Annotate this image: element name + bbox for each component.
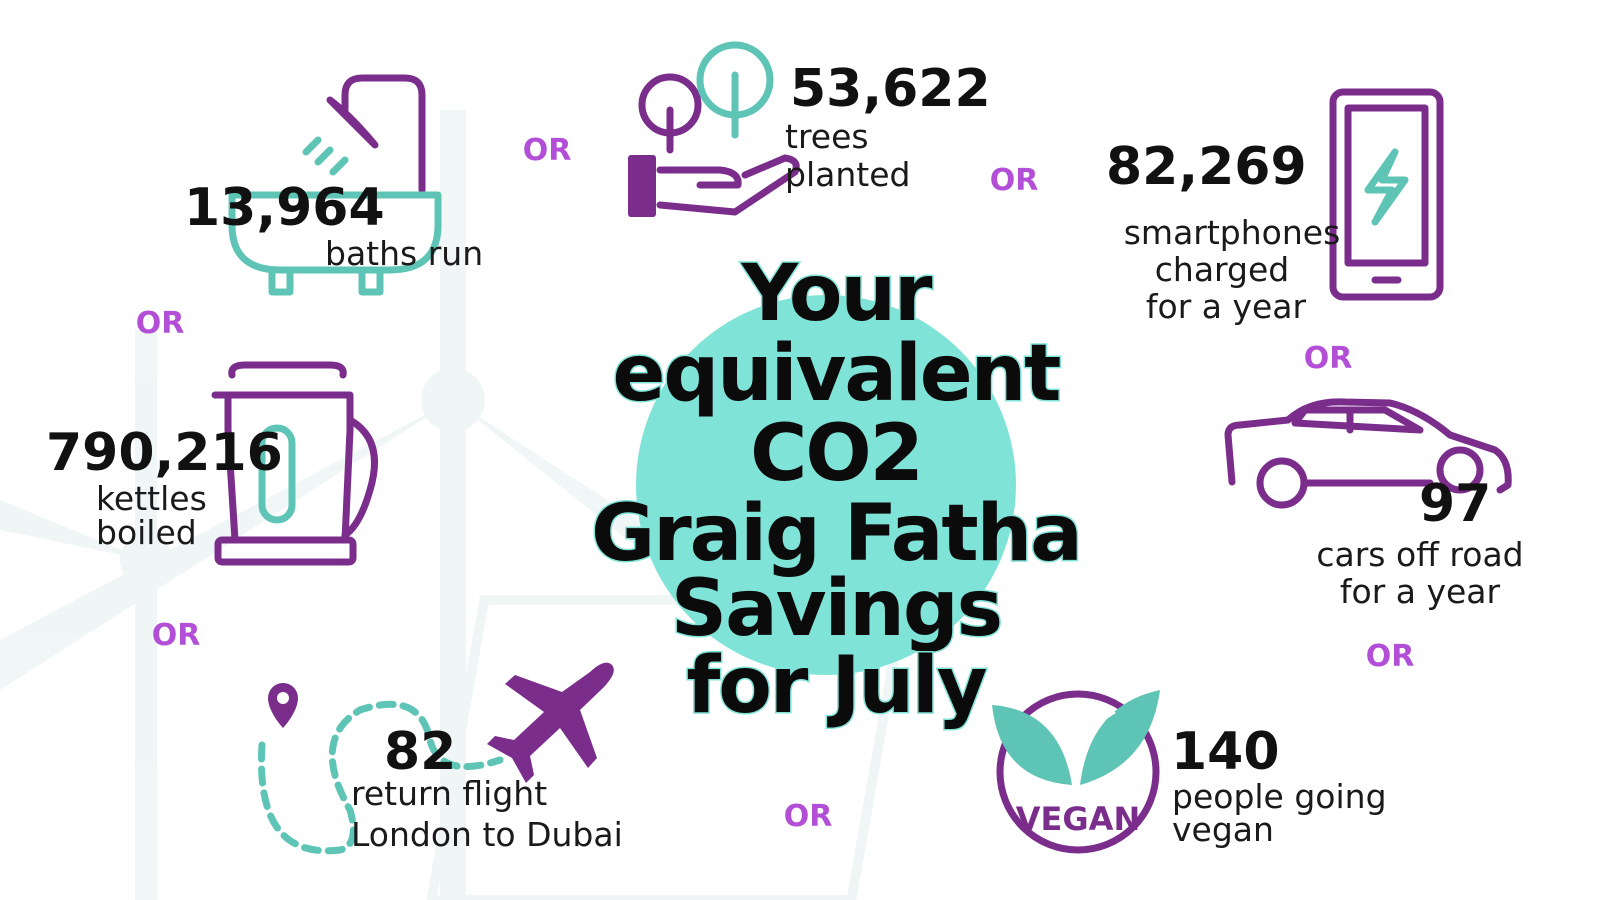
- vegan-icon: VEGAN: [992, 690, 1160, 854]
- title-line: equivalent: [613, 329, 1061, 419]
- title-line: CO2: [750, 409, 922, 499]
- title: Your equivalent CO2 Graig Fatha Savings …: [590, 248, 1085, 733]
- item-value: 82,269: [1106, 137, 1307, 197]
- item-label: London to Dubai: [351, 815, 623, 854]
- item: 97 cars off road for a year: [1316, 474, 1523, 611]
- title-line: for July: [686, 641, 986, 731]
- title-line: Your: [741, 249, 933, 339]
- or-separator: OR: [1366, 639, 1415, 674]
- item-label: people going: [1172, 777, 1387, 816]
- bath-icon: [228, 74, 442, 296]
- item: 53,622 trees planted: [785, 59, 991, 194]
- item-value: 53,622: [790, 59, 991, 119]
- item-label: baths run: [325, 234, 483, 273]
- item-label: vegan: [1172, 810, 1274, 849]
- item: 82 return flight London to Dubai: [351, 722, 623, 854]
- or-separator: OR: [784, 799, 833, 834]
- item-label: return flight: [351, 774, 547, 813]
- vegan-badge: VEGAN: [1016, 800, 1140, 838]
- item-label: for a year: [1146, 287, 1307, 326]
- item-label: charged: [1155, 250, 1289, 289]
- separators: OR OR OR OR OR OR OR: [136, 133, 1415, 834]
- title-circle: [636, 295, 1016, 675]
- item-label: for a year: [1340, 572, 1501, 611]
- or-separator: OR: [1304, 341, 1353, 376]
- car-icon: [1224, 398, 1512, 509]
- item-value: 82: [384, 722, 456, 782]
- or-separator: OR: [990, 163, 1039, 198]
- trees-icon: [628, 41, 800, 217]
- item-label: trees: [785, 117, 869, 156]
- item-value: 97: [1419, 474, 1491, 534]
- item: 82,269 smartphones charged for a year: [1106, 137, 1340, 326]
- or-separator: OR: [136, 306, 185, 341]
- item-value: 790,216: [46, 423, 283, 483]
- flight-icon: [257, 662, 614, 855]
- kettle-icon: [211, 361, 378, 566]
- or-separator: OR: [152, 618, 201, 653]
- phone-icon: [1329, 88, 1444, 301]
- item-label: boiled: [96, 513, 197, 552]
- item-label: kettles: [96, 479, 207, 518]
- item-label: smartphones: [1124, 213, 1341, 252]
- item-label: planted: [785, 155, 910, 194]
- item: 140 people going vegan: [1171, 722, 1387, 849]
- title-line: Graig Fatha: [591, 489, 1081, 579]
- background-art: [0, 110, 911, 900]
- or-separator: OR: [523, 133, 572, 168]
- item-value: 140: [1171, 722, 1280, 782]
- item: 790,216 kettles boiled: [46, 423, 283, 552]
- item-value: 13,964: [184, 178, 385, 238]
- title-line: Savings: [671, 564, 1001, 654]
- item-label: cars off road: [1316, 535, 1523, 574]
- item: 13,964 baths run: [184, 178, 483, 273]
